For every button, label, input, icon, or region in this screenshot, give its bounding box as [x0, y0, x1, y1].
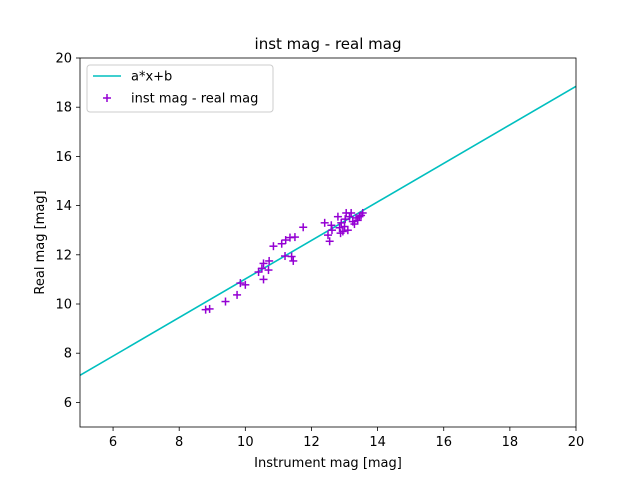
- data-point: [341, 215, 350, 224]
- data-point: [343, 226, 352, 235]
- x-tick-label: 20: [568, 435, 585, 450]
- y-tick-label: 6: [64, 396, 72, 411]
- y-tick-label: 14: [55, 199, 72, 214]
- data-point: [277, 239, 286, 248]
- data-point: [320, 218, 329, 227]
- data-point: [290, 233, 299, 242]
- scatter-points: [201, 208, 367, 314]
- data-point: [347, 208, 356, 217]
- data-point: [299, 223, 308, 232]
- y-tick-label: 16: [55, 150, 72, 165]
- x-tick-label: 10: [237, 435, 254, 450]
- data-point: [325, 237, 334, 246]
- data-point: [265, 256, 274, 265]
- data-point: [205, 304, 214, 313]
- data-point: [333, 212, 342, 221]
- legend-box: [86, 64, 274, 113]
- data-point: [241, 280, 250, 289]
- chart-title: inst mag - real mag: [255, 35, 402, 53]
- data-point: [338, 227, 347, 236]
- data-point: [259, 275, 268, 284]
- data-point: [264, 266, 273, 275]
- legend-label-scatter: inst mag - real mag: [131, 92, 258, 107]
- data-point: [221, 297, 230, 306]
- data-point: [281, 236, 290, 245]
- data-point: [287, 252, 296, 261]
- data-point: [233, 290, 242, 299]
- data-point: [259, 259, 268, 268]
- data-point: [353, 216, 362, 225]
- data-point: [345, 212, 354, 221]
- data-point: [327, 226, 336, 235]
- plot-layer: 6 8 10 12 14 16 18 20 6 8 10 12 14 16 18 20: [55, 52, 584, 451]
- legend-label-fit: a*x+b: [131, 70, 172, 85]
- x-tick-label: 12: [303, 435, 320, 450]
- data-point: [257, 264, 266, 273]
- x-tick-label: 8: [175, 435, 183, 450]
- x-tick-label: 18: [502, 435, 519, 450]
- legend: a*x+b inst mag - real mag: [86, 64, 274, 113]
- y-tick-label: 18: [55, 101, 72, 116]
- x-tick-label: 6: [109, 435, 117, 450]
- x-axis-label: Instrument mag [mag]: [254, 456, 402, 471]
- y-tick-label: 8: [64, 347, 72, 362]
- y-tick-label: 20: [55, 52, 72, 67]
- data-point: [269, 242, 278, 251]
- data-point: [324, 231, 332, 240]
- x-tick-label: 14: [369, 435, 386, 450]
- y-axis-label: Real mag [mag]: [33, 190, 48, 294]
- plot-frame: [79, 57, 577, 428]
- y-tick-label: 12: [55, 248, 72, 263]
- data-point: [358, 208, 367, 217]
- x-tick-label: 16: [435, 435, 452, 450]
- y-tick-label: 10: [55, 298, 72, 313]
- data-point: [289, 256, 298, 265]
- data-point: [236, 279, 245, 288]
